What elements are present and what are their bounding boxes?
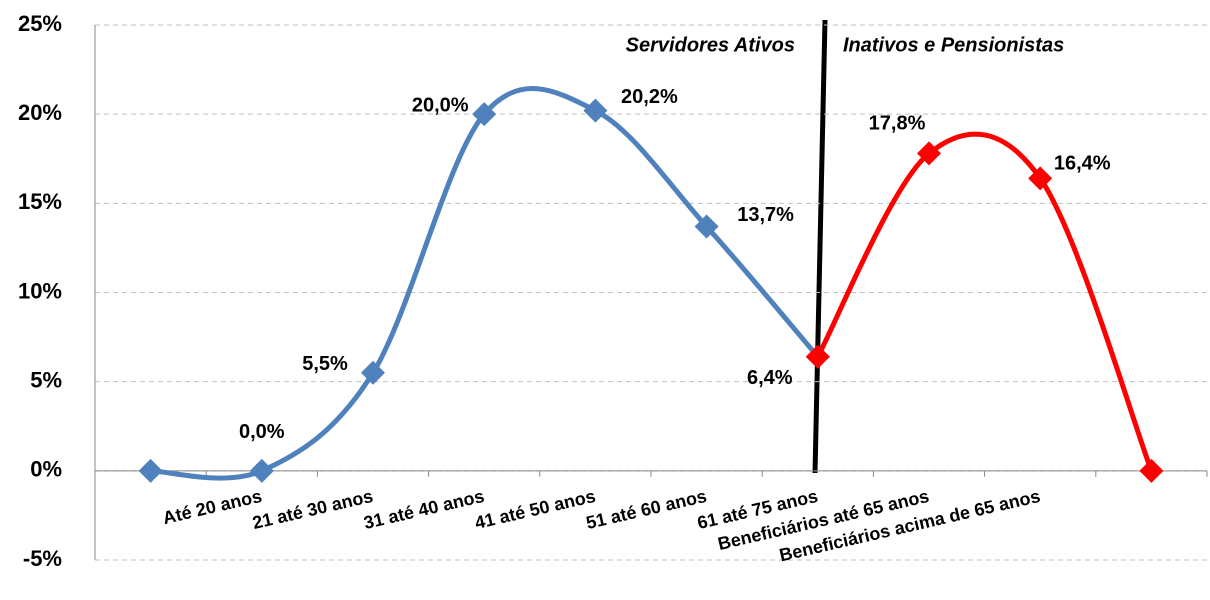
marker — [917, 141, 941, 166]
x-tick-label: 41 até 50 anos — [473, 486, 597, 533]
divider-line — [812, 19, 828, 474]
data-label: 0,0% — [239, 421, 285, 443]
x-tick-label: Até 20 anos — [161, 486, 264, 528]
data-label: 13,7% — [737, 204, 794, 226]
marker — [583, 98, 608, 123]
data-label: 20,0% — [412, 94, 469, 116]
annotation: Servidores Ativos — [626, 34, 795, 56]
marker — [694, 214, 719, 239]
x-tick-label: 51 até 60 anos — [584, 486, 708, 533]
data-label: 16,4% — [1054, 153, 1111, 175]
marker — [805, 344, 830, 369]
x-tick-label: 21 até 30 anos — [251, 486, 375, 533]
annotation: Inativos e Pensionistas — [843, 34, 1064, 56]
x-tick-label: 31 até 40 anos — [362, 486, 486, 533]
y-tick-label: -5% — [23, 546, 62, 571]
marker — [1139, 458, 1164, 483]
y-tick-label: 25% — [18, 11, 62, 36]
y-tick-label: 20% — [18, 100, 62, 125]
data-label: 5,5% — [302, 353, 348, 375]
marker — [472, 102, 497, 127]
marker — [1028, 166, 1053, 191]
y-tick-label: 15% — [18, 189, 62, 214]
y-tick-label: 5% — [30, 367, 62, 392]
data-label: 6,4% — [747, 367, 793, 389]
marker — [249, 458, 274, 483]
series-line — [815, 131, 1154, 472]
data-label: 20,2% — [621, 86, 678, 108]
marker — [138, 458, 163, 483]
marker — [361, 360, 385, 385]
y-tick-label: 0% — [30, 457, 62, 482]
series-line — [150, 86, 820, 481]
y-tick-label: 10% — [18, 278, 62, 303]
data-label: 17,8% — [869, 113, 926, 135]
